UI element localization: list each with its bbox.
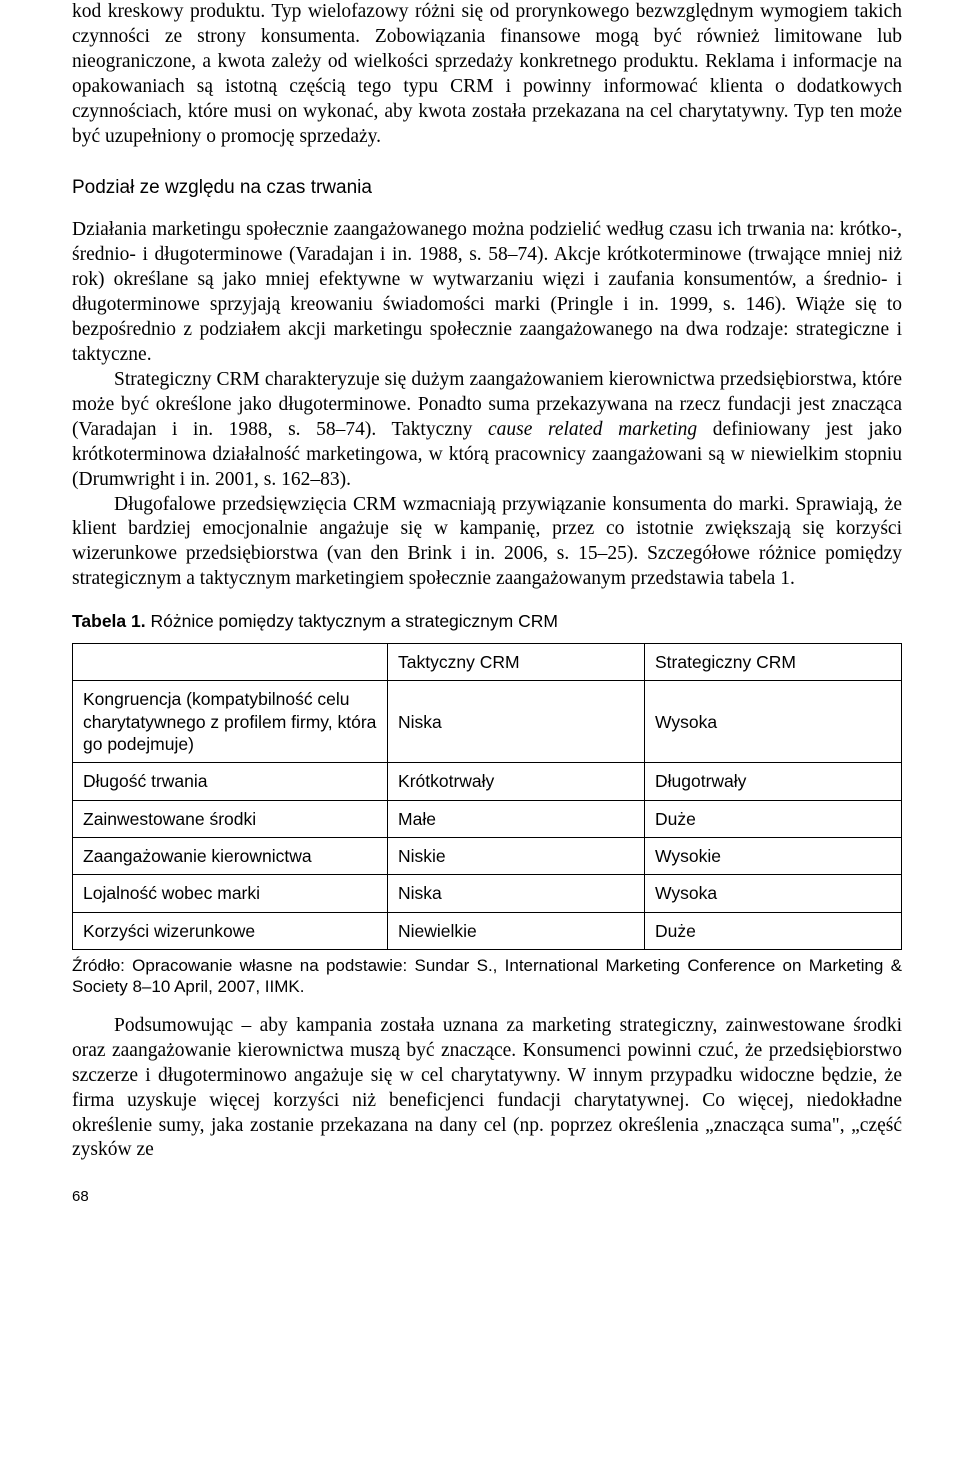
table-cell: Długotrwały [645, 763, 902, 800]
table-row: Zaangażowanie kierownictwa Niskie Wysoki… [73, 838, 902, 875]
crm-table: Taktyczny CRM Strategiczny CRM Kongruenc… [72, 643, 902, 951]
table-cell: Lojalność wobec marki [73, 875, 388, 912]
body-paragraph-1: kod kreskowy produktu. Typ wielofazowy r… [72, 0, 902, 150]
table-cell: Długość trwania [73, 763, 388, 800]
body-block-3: Podsumowując – aby kampania została uzna… [72, 1014, 902, 1164]
table-header-cell [73, 643, 388, 680]
table-cell: Krótkotrwały [388, 763, 645, 800]
table-cell: Zainwestowane środki [73, 800, 388, 837]
section-heading: Podział ze względu na czas trwania [72, 176, 902, 200]
table-header-cell: Taktyczny CRM [388, 643, 645, 680]
body-block: Działania marketingu społecznie zaangażo… [72, 218, 902, 592]
table-cell: Wysoka [645, 681, 902, 763]
body-paragraph-2b: Strategiczny CRM charakteryzuje się duży… [72, 368, 902, 493]
table-header-cell: Strategiczny CRM [645, 643, 902, 680]
table-row: Korzyści wizerunkowe Niewielkie Duże [73, 912, 902, 949]
body-paragraph-2a: Działania marketingu społecznie zaangażo… [72, 218, 902, 368]
table-cell: Duże [645, 912, 902, 949]
table-row: Lojalność wobec marki Niska Wysoka [73, 875, 902, 912]
table-cell: Małe [388, 800, 645, 837]
table-cell: Niska [388, 681, 645, 763]
table-caption: Tabela 1. Różnice pomiędzy taktycznym a … [72, 610, 902, 632]
table-cell: Duże [645, 800, 902, 837]
table-cell: Niewielkie [388, 912, 645, 949]
table-row: Kongruencja (kompatybilność celu charyta… [73, 681, 902, 763]
table-cell: Wysoka [645, 875, 902, 912]
table-cell: Wysokie [645, 838, 902, 875]
table-cell: Korzyści wizerunkowe [73, 912, 388, 949]
table-cell: Zaangażowanie kierownictwa [73, 838, 388, 875]
table-caption-label: Tabela 1. [72, 611, 146, 631]
table-cell: Niska [388, 875, 645, 912]
table-cell: Niskie [388, 838, 645, 875]
table-row: Długość trwania Krótkotrwały Długotrwały [73, 763, 902, 800]
italic-term: cause related marketing [488, 419, 697, 440]
body-paragraph-2c: Długofalowe przedsięwzięcia CRM wzmacnia… [72, 493, 902, 593]
table-header-row: Taktyczny CRM Strategiczny CRM [73, 643, 902, 680]
table-cell: Kongruencja (kompatybilność celu charyta… [73, 681, 388, 763]
table-source: Źródło: Opracowanie własne na podstawie:… [72, 956, 902, 997]
body-paragraph-3: Podsumowując – aby kampania została uzna… [72, 1014, 902, 1164]
page-number: 68 [72, 1187, 902, 1206]
table-row: Zainwestowane środki Małe Duże [73, 800, 902, 837]
table-caption-text: Różnice pomiędzy taktycznym a strategicz… [146, 611, 558, 631]
